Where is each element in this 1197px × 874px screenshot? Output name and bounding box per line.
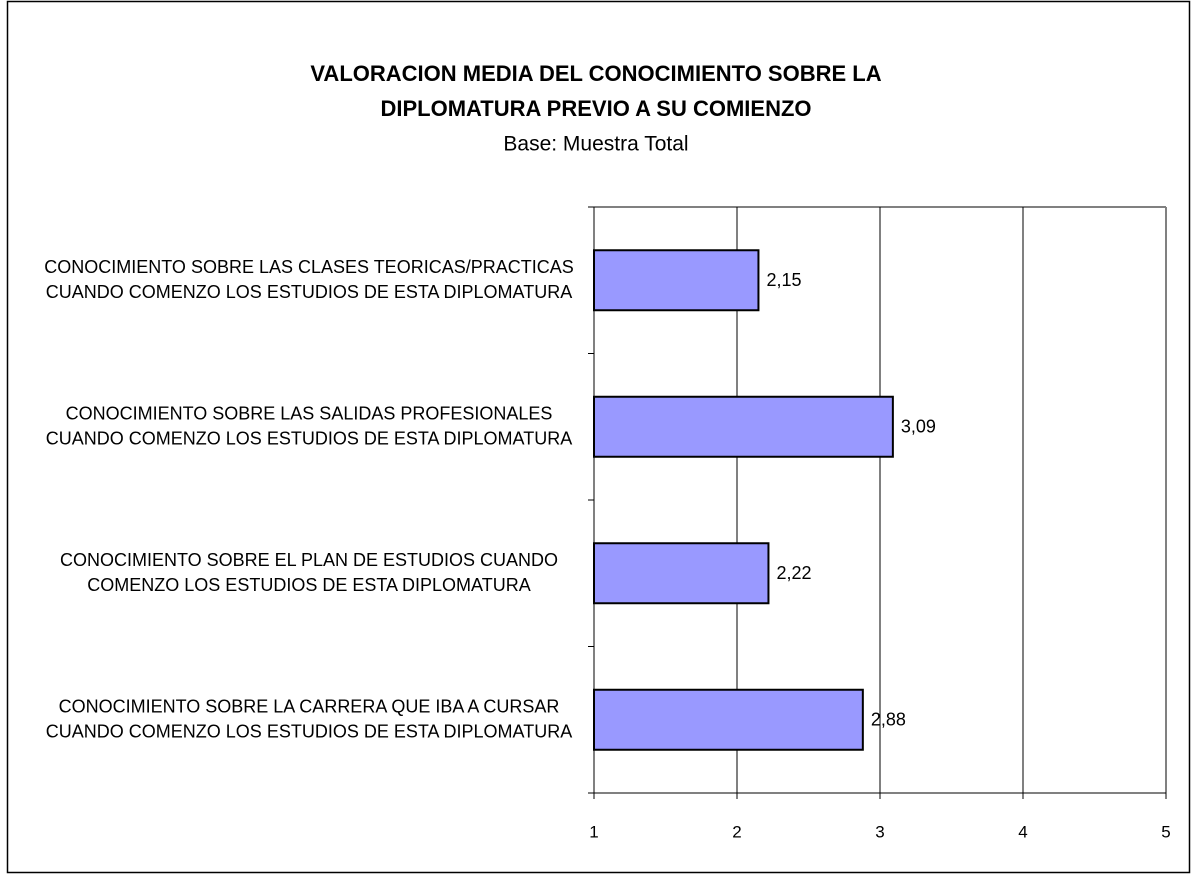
bar <box>593 688 864 751</box>
value-label: 2,15 <box>766 270 801 290</box>
y-tick-label: CONOCIMIENTO SOBRE LAS SALIDAS PROFESION… <box>46 403 572 448</box>
x-tick-label: 2 <box>732 822 741 841</box>
value-label: 2,22 <box>776 563 811 583</box>
chart-subtitle: Base: Muestra Total <box>503 133 688 156</box>
bar <box>593 395 894 458</box>
x-tick-label: 3 <box>875 822 884 841</box>
y-tick-label: CONOCIMIENTO SOBRE LA CARRERA QUE IBA A … <box>46 696 572 741</box>
x-tick-label: 1 <box>589 822 598 841</box>
x-tick-label: 5 <box>1161 822 1170 841</box>
chart-title: DIPLOMATURA PREVIO A SU COMIENZO <box>380 96 811 121</box>
bar <box>593 542 770 605</box>
chart-title: VALORACION MEDIA DEL CONOCIMIENTO SOBRE … <box>310 61 881 86</box>
bar <box>593 249 760 312</box>
x-tick-label: 4 <box>1018 822 1027 841</box>
y-tick-label: CONOCIMIENTO SOBRE LAS CLASES TEORICAS/P… <box>44 257 573 302</box>
value-label: 3,09 <box>901 417 936 437</box>
value-label: 2,88 <box>871 710 906 730</box>
y-tick-label: CONOCIMIENTO SOBRE EL PLAN DE ESTUDIOS C… <box>60 550 558 595</box>
